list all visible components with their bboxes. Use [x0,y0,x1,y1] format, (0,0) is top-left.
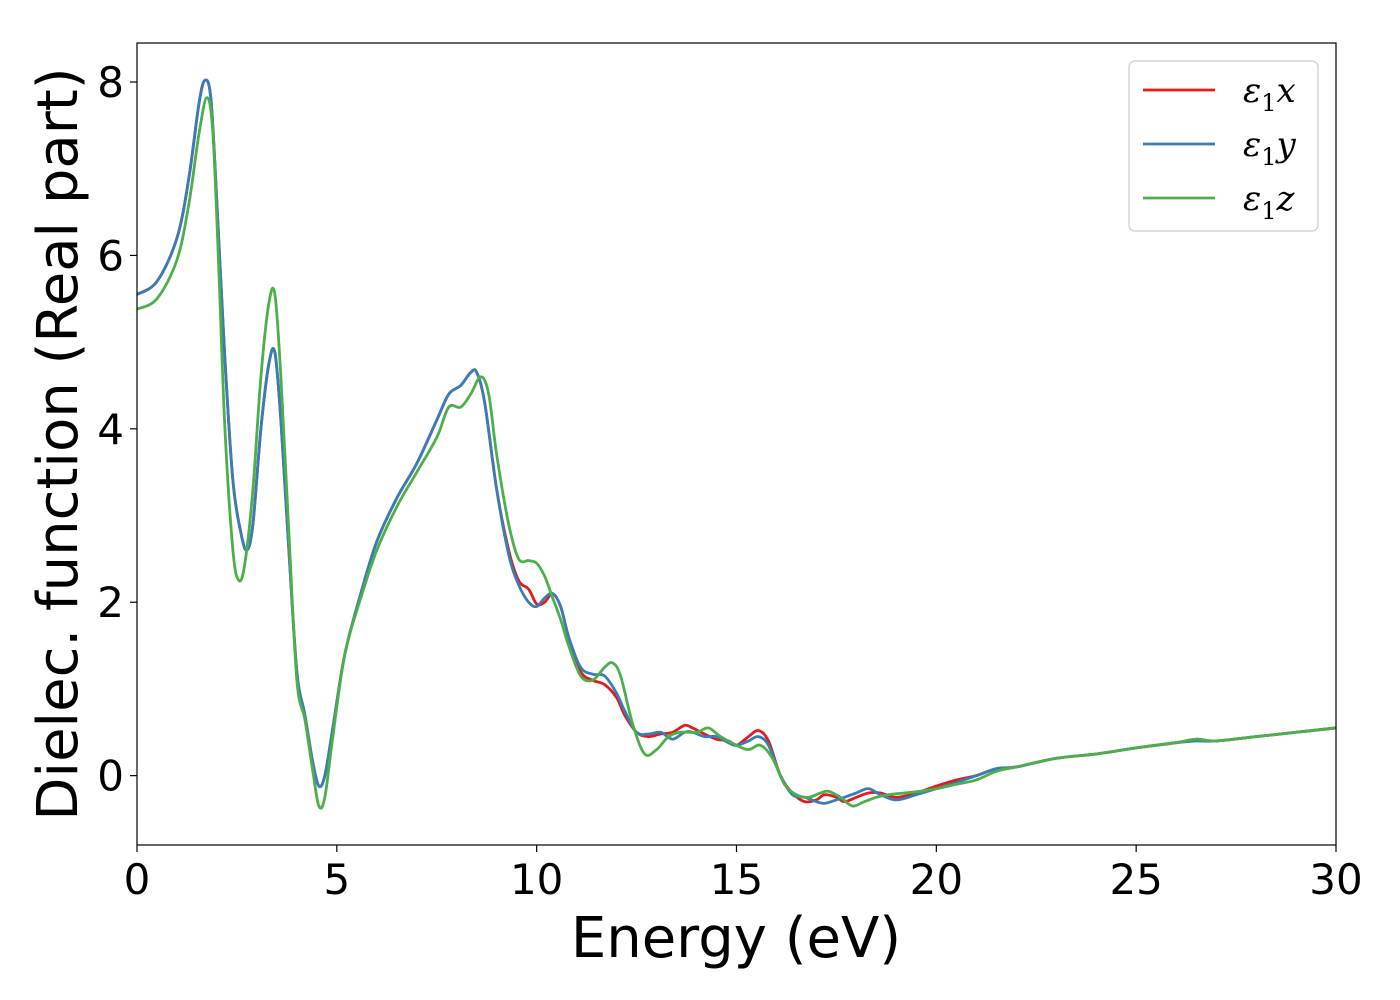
y-tick-label: 2 [97,578,124,627]
x-axis-title: Energy (eV) [571,906,901,971]
legend-label-base: ε [1243,179,1261,219]
legend-box [1128,60,1319,232]
y-tick-label: 4 [97,405,124,454]
legend-label-suffix: x [1277,71,1296,111]
x-tick-label: 5 [323,855,350,904]
legend-label-subscript: 1 [1261,143,1276,171]
legend-label-x: ε1x [1243,71,1296,117]
legend-label-z: ε1z [1243,179,1296,225]
x-tick-label: 0 [124,855,151,904]
x-tick-label: 25 [1109,855,1162,904]
y-axis-title: Dielec. function (Real part) [26,67,91,820]
legend-label-suffix: y [1275,125,1297,165]
legend-label-subscript: 1 [1261,89,1276,117]
x-tick-label: 10 [510,855,563,904]
series-line-z [137,96,1336,810]
legend-label-subscript: 1 [1261,197,1276,225]
axis-ticks: 0 5 10 15 20 25 30 0 2 4 6 8 [97,58,1362,904]
series-lines [137,78,1336,810]
x-tick-label: 15 [710,855,763,904]
y-tick-label: 0 [97,752,124,801]
y-tick-label: 6 [97,231,124,280]
series-line-y [137,78,1336,805]
x-tick-label: 30 [1309,855,1362,904]
legend-label-base: ε [1243,71,1261,111]
plot-area-frame [136,42,1337,846]
y-tick-label: 8 [97,58,124,107]
legend-label-suffix: z [1276,179,1296,219]
legend-label-y: ε1y [1243,125,1297,171]
x-tick-label: 20 [910,855,963,904]
legend-label-base: ε [1243,125,1261,165]
